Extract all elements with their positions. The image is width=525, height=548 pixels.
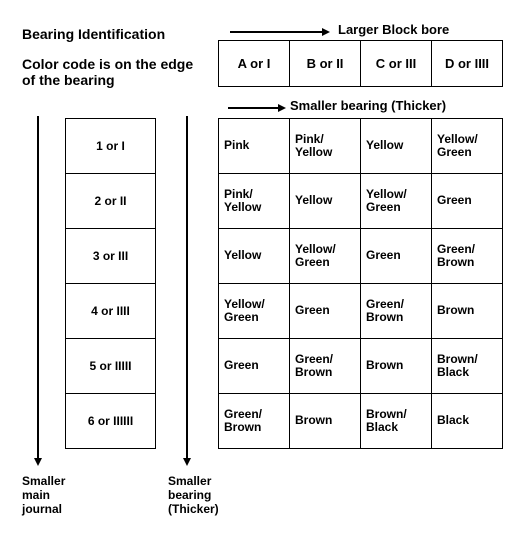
color-cell: Yellow	[290, 174, 361, 229]
color-cell: Green/ Brown	[361, 284, 432, 339]
color-cell: Yellow/ Green	[219, 284, 290, 339]
color-cell: Yellow/ Green	[361, 174, 432, 229]
color-cell: Brown/ Black	[432, 339, 503, 394]
block-bore-cell: C or III	[361, 41, 432, 87]
title-bearing-identification: Bearing Identification	[22, 26, 165, 42]
color-cell: Green	[219, 339, 290, 394]
label-larger-block-bore: Larger Block bore	[338, 22, 449, 37]
color-cell: Green	[432, 174, 503, 229]
arrow-down-icon	[33, 116, 43, 466]
color-cell: Black	[432, 394, 503, 449]
journal-cell: 4 or IIII	[66, 284, 156, 339]
color-cell: Brown	[361, 339, 432, 394]
label-smaller-main-journal: Smaller main journal	[22, 475, 77, 516]
subtitle-color-code: Color code is on the edge of the bearing	[22, 56, 207, 88]
arrow-right-icon	[228, 103, 286, 113]
journal-cell: 3 or III	[66, 229, 156, 284]
label-smaller-bearing-bottom: Smaller bearing (Thicker)	[168, 475, 223, 516]
journal-cell: 6 or IIIIII	[66, 394, 156, 449]
color-cell: Pink/ Yellow	[219, 174, 290, 229]
color-cell: Brown	[290, 394, 361, 449]
label-smaller-bearing-top: Smaller bearing (Thicker)	[290, 98, 446, 113]
arrow-down-icon	[182, 116, 192, 466]
color-cell: Green/ Brown	[432, 229, 503, 284]
color-cell: Yellow/ Green	[432, 119, 503, 174]
journal-cell: 1 or I	[66, 119, 156, 174]
journal-column: 1 or I 2 or II 3 or III 4 or IIII 5 or I…	[65, 118, 156, 449]
block-bore-cell: A or I	[219, 41, 290, 87]
color-cell: Yellow/ Green	[290, 229, 361, 284]
arrow-right-icon	[230, 27, 330, 37]
journal-cell: 2 or II	[66, 174, 156, 229]
block-bore-cell: B or II	[290, 41, 361, 87]
color-cell: Green/ Brown	[219, 394, 290, 449]
color-cell: Brown	[432, 284, 503, 339]
block-bore-header-row: A or I B or II C or III D or IIII	[218, 40, 503, 87]
color-cell: Green	[290, 284, 361, 339]
color-cell: Yellow	[219, 229, 290, 284]
color-cell: Brown/ Black	[361, 394, 432, 449]
color-grid-table: Pink Pink/ Yellow Yellow Yellow/ Green P…	[218, 118, 503, 449]
color-cell: Pink	[219, 119, 290, 174]
color-cell: Pink/ Yellow	[290, 119, 361, 174]
block-bore-cell: D or IIII	[432, 41, 503, 87]
color-cell: Yellow	[361, 119, 432, 174]
color-cell: Green/ Brown	[290, 339, 361, 394]
color-cell: Green	[361, 229, 432, 284]
journal-cell: 5 or IIIII	[66, 339, 156, 394]
